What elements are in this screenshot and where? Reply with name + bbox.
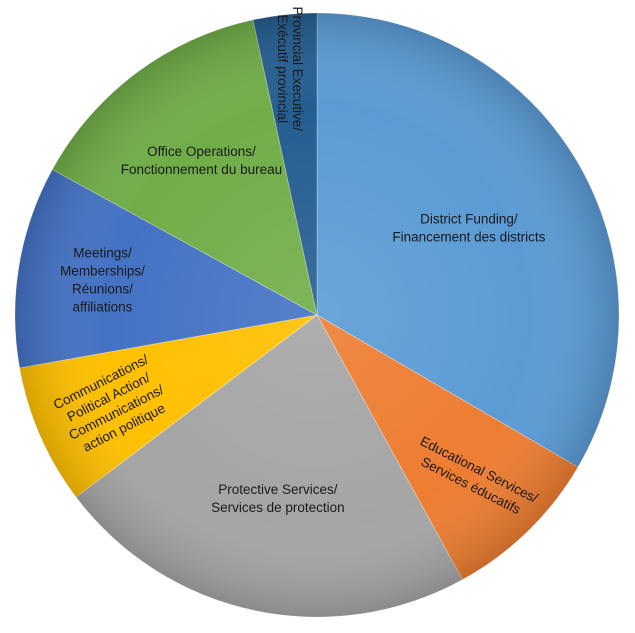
slice-label-line: Office Operations/: [147, 144, 256, 159]
slice-label-line: Financement des districts: [392, 230, 545, 245]
slice-label-line: Réunions/: [72, 282, 133, 297]
pie-slices: [14, 12, 620, 618]
slice-label-line: Fonctionnement du bureau: [121, 162, 282, 177]
slice-label-line: Meetings/: [73, 246, 132, 261]
slice-label-line: Exécutif provincial: [275, 14, 290, 123]
slice-label-line: Memberships/: [60, 264, 145, 279]
slice-label-office-operations: Office Operations/Fonctionnement du bure…: [121, 144, 282, 177]
slice-label-protective-services: Protective Services/Services de protecti…: [211, 482, 345, 515]
slice-label-line: affiliations: [73, 300, 133, 315]
slice-label-meetings: Meetings/Memberships/Réunions/affiliatio…: [60, 246, 145, 315]
slice-label-line: Protective Services/: [218, 482, 338, 497]
slice-label-provincial-executive: Provincial Executive/Exécutif provincial: [275, 6, 305, 131]
slice-label-line: Services de protection: [211, 500, 345, 515]
slice-label-line: Provincial Executive/: [290, 6, 305, 131]
slice-label-line: District Funding/: [420, 212, 518, 227]
slice-label-district-funding: District Funding/Financement des distric…: [392, 212, 545, 245]
